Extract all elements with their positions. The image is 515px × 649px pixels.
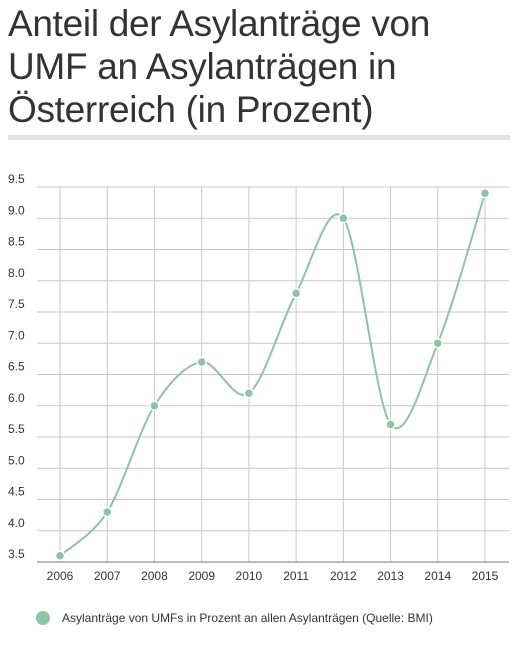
y-tick-label: 7.5 (8, 297, 25, 311)
data-points (54, 188, 491, 561)
y-tick-label: 4.5 (8, 485, 25, 499)
legend-label: Asylanträge von UMFs in Prozent an allen… (62, 611, 433, 625)
y-tick-label: 8.5 (8, 235, 25, 249)
line-chart: 3.54.04.55.05.56.06.57.07.58.08.59.09.5 … (8, 172, 509, 583)
data-point-2010[interactable] (243, 388, 255, 399)
data-point-2007[interactable] (101, 506, 113, 518)
x-axis-tick-labels: 2006 2007 2008 2009 2010 2011 2012 2013 2014 2015 (47, 569, 499, 583)
data-point-2012[interactable] (338, 213, 349, 224)
legend[interactable]: Asylanträge von UMFs in Prozent an allen… (36, 608, 433, 628)
y-tick-label: 4.0 (8, 516, 25, 530)
y-tick-label: 3.5 (8, 547, 25, 561)
y-tick-label: 6.5 (8, 360, 25, 374)
x-tick-label: 2011 (283, 569, 309, 583)
x-tick-label: 2009 (188, 569, 215, 583)
y-tick-label: 8.0 (8, 266, 25, 280)
y-tick-label: 5.0 (8, 453, 25, 467)
x-tick-label: 2014 (424, 569, 451, 583)
data-point-2009[interactable] (196, 356, 207, 368)
x-tick-label: 2012 (330, 569, 357, 583)
chart-title: Anteil der Asylanträge von UMF an Asylan… (8, 3, 431, 130)
data-point-2006[interactable] (54, 550, 66, 561)
x-tick-label: 2006 (47, 569, 74, 583)
y-tick-label: 9.5 (8, 172, 25, 186)
data-point-2014[interactable] (432, 338, 444, 349)
y-tick-label: 9.0 (8, 203, 25, 217)
x-tick-label: 2015 (472, 569, 499, 583)
legend-marker (36, 611, 50, 625)
x-tick-label: 2013 (377, 569, 404, 583)
horizontal-gridlines (37, 186, 509, 563)
y-tick-label: 5.5 (8, 422, 25, 436)
x-tick-label: 2010 (236, 569, 263, 583)
x-tick-label: 2008 (141, 569, 168, 583)
title-divider (8, 135, 510, 140)
y-tick-label: 6.0 (8, 391, 25, 405)
data-point-2015[interactable] (479, 188, 491, 199)
y-axis-tick-labels: 3.5 4.0 4.5 5.0 5.5 6.0 6.5 7.0 7.5 8.0 8.5 9.0 9.5 (8, 172, 25, 561)
data-point-2013[interactable] (385, 419, 396, 430)
data-point-2011[interactable] (290, 288, 302, 299)
x-tick-label: 2007 (94, 569, 121, 583)
y-tick-label: 7.0 (8, 328, 25, 342)
data-point-2008[interactable] (149, 400, 160, 411)
